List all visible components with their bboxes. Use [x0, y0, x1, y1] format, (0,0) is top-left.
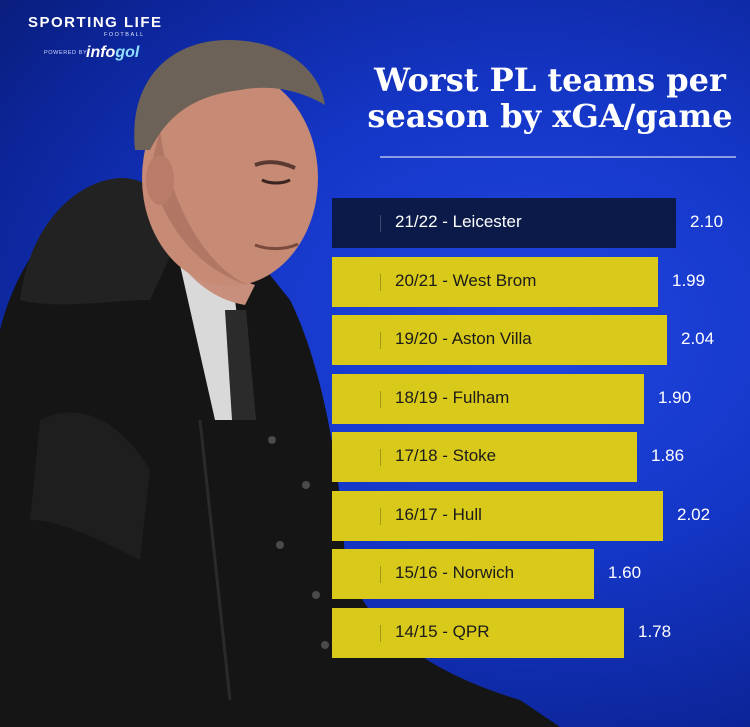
bar: 19/20 - Aston Villa — [332, 315, 667, 365]
bar-separator — [380, 274, 381, 291]
bar: 16/17 - Hull — [332, 491, 663, 541]
bar: 18/19 - Fulham — [332, 374, 644, 424]
bar-value-label: 2.04 — [681, 329, 715, 348]
chart-title: Worst PL teams per season by xGA/game — [367, 61, 733, 135]
brand-section: FOOTBALL — [104, 32, 145, 38]
infogol-logo: infogol — [86, 44, 139, 62]
bar-label: 21/22 - Leicester — [395, 212, 522, 231]
sporting-life-logo: SPORTING LIFE FOOTBALL — [28, 14, 163, 38]
bar-value-label: 1.60 — [608, 563, 642, 582]
bar-label: 20/21 - West Brom — [395, 271, 537, 290]
powered-by-text: POWERED BY — [44, 50, 88, 56]
bar: 17/18 - Stoke — [332, 432, 637, 482]
bar-separator — [380, 625, 381, 642]
bar-value-label: 1.99 — [672, 271, 706, 290]
bar: 21/22 - Leicester — [332, 198, 676, 248]
bar-label: 15/16 - Norwich — [395, 563, 515, 582]
bar-value-label: 1.78 — [638, 622, 672, 641]
bar-separator — [380, 566, 381, 583]
bar-separator — [380, 332, 381, 349]
infogol-logo-tail: gol — [115, 44, 140, 61]
brand-name: SPORTING LIFE — [28, 14, 163, 31]
bar-value-label: 1.90 — [658, 388, 692, 407]
infogol-logo-main: info — [86, 44, 116, 61]
bar-separator — [380, 215, 381, 232]
title-divider — [380, 156, 736, 158]
bar: 20/21 - West Brom — [332, 257, 658, 307]
bar-label: 19/20 - Aston Villa — [395, 329, 532, 348]
bar-separator — [380, 449, 381, 466]
bar: 15/16 - Norwich — [332, 549, 594, 599]
bar-value-label: 2.10 — [690, 212, 724, 231]
bar-label: 16/17 - Hull — [395, 505, 482, 524]
bar: 14/15 - QPR — [332, 608, 624, 658]
bar-separator — [380, 508, 381, 525]
bar-label: 17/18 - Stoke — [395, 446, 497, 465]
bar-value-label: 2.02 — [677, 505, 711, 524]
bar-label: 18/19 - Fulham — [395, 388, 510, 407]
bar-value-label: 1.86 — [651, 446, 685, 465]
bar-label: 14/15 - QPR — [395, 622, 490, 641]
bar-separator — [380, 391, 381, 408]
